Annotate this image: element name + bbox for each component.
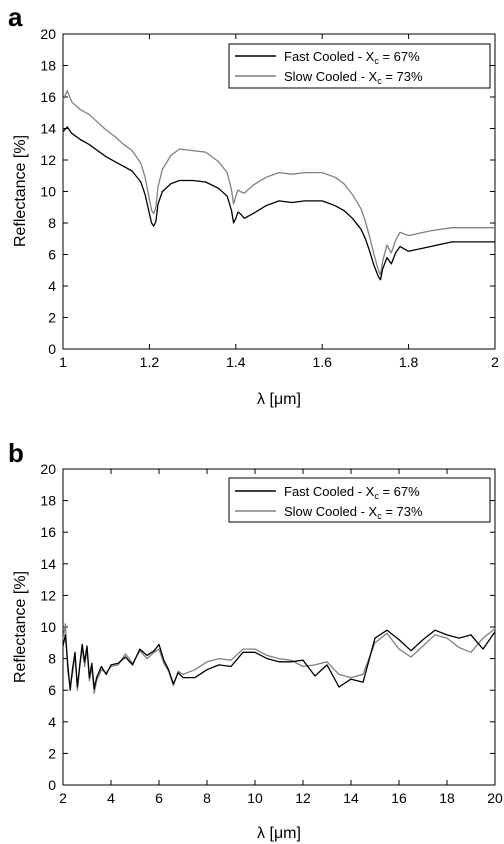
x-tick-label-b: 14 bbox=[343, 790, 359, 806]
x-tick-label-b: 8 bbox=[203, 790, 211, 806]
legend-a: Fast Cooled - Xc = 67% Slow Cooled - Xc … bbox=[229, 44, 490, 88]
y-tick-label-a: 6 bbox=[48, 247, 56, 263]
y-tick-label-a: 10 bbox=[40, 184, 56, 200]
y-tick-label-b: 12 bbox=[40, 587, 56, 603]
x-tick-label-b: 16 bbox=[391, 790, 407, 806]
y-tick-label-b: 16 bbox=[40, 524, 56, 540]
y-tick-label-a: 14 bbox=[40, 121, 56, 137]
x-tick-label-b: 12 bbox=[295, 790, 311, 806]
y-tick-label-a: 12 bbox=[40, 152, 56, 168]
y-tick-label-b: 18 bbox=[40, 493, 56, 509]
series-line-slow-cooled-a bbox=[63, 91, 495, 275]
panel-letter-a: a bbox=[8, 2, 23, 32]
legend-entry-fast-a: Fast Cooled - Xc = 67% bbox=[284, 49, 420, 66]
y-tick-label-b: 10 bbox=[40, 619, 56, 635]
y-tick-label-b: 20 bbox=[40, 461, 56, 477]
y-tick-label-a: 18 bbox=[40, 58, 56, 74]
y-tick-label-a: 8 bbox=[48, 215, 56, 231]
y-tick-label-a: 20 bbox=[40, 26, 56, 42]
y-tick-label-b: 2 bbox=[48, 745, 56, 761]
x-tick-label-a: 1.6 bbox=[312, 354, 332, 370]
y-tick-label-a: 0 bbox=[48, 341, 56, 357]
x-tick-label-b: 2 bbox=[59, 790, 67, 806]
series-group-b bbox=[63, 624, 495, 694]
legend-entry-slow-a: Slow Cooled - Xc = 73% bbox=[284, 69, 423, 86]
x-tick-label-b: 4 bbox=[107, 790, 115, 806]
x-tick-label-a: 2 bbox=[491, 354, 499, 370]
y-tick-label-b: 6 bbox=[48, 682, 56, 698]
y-tick-label-a: 4 bbox=[48, 278, 56, 294]
series-group-a bbox=[63, 91, 495, 280]
y-tick-label-a: 2 bbox=[48, 310, 56, 326]
legend-entry-slow-b: Slow Cooled - Xc = 73% bbox=[284, 504, 423, 521]
legend-b: Fast Cooled - Xc = 67% Slow Cooled - Xc … bbox=[229, 478, 490, 522]
x-tick-label-b: 20 bbox=[487, 790, 503, 806]
x-tick-label-a: 1 bbox=[59, 354, 67, 370]
y-tick-label-b: 4 bbox=[48, 714, 56, 730]
series-line-fast-cooled-a bbox=[63, 127, 495, 280]
y-tick-label-b: 14 bbox=[40, 556, 56, 572]
x-axis-label-b: λ [μm] bbox=[257, 825, 301, 842]
y-tick-label-a: 16 bbox=[40, 89, 56, 105]
panel-letter-b: b bbox=[8, 438, 24, 468]
y-axis-label-b: Reflectance [%] bbox=[12, 571, 29, 683]
y-axis-label-a: Reflectance [%] bbox=[12, 135, 29, 247]
x-tick-label-a: 1.8 bbox=[399, 354, 419, 370]
x-tick-label-a: 1.2 bbox=[140, 354, 160, 370]
x-tick-label-b: 18 bbox=[439, 790, 455, 806]
x-tick-label-a: 1.4 bbox=[226, 354, 246, 370]
x-axis-label-a: λ [μm] bbox=[257, 391, 301, 408]
x-tick-label-b: 6 bbox=[155, 790, 163, 806]
x-tick-label-b: 10 bbox=[247, 790, 263, 806]
legend-entry-fast-b: Fast Cooled - Xc = 67% bbox=[284, 484, 420, 501]
y-tick-label-b: 8 bbox=[48, 651, 56, 667]
y-tick-label-b: 0 bbox=[48, 777, 56, 793]
